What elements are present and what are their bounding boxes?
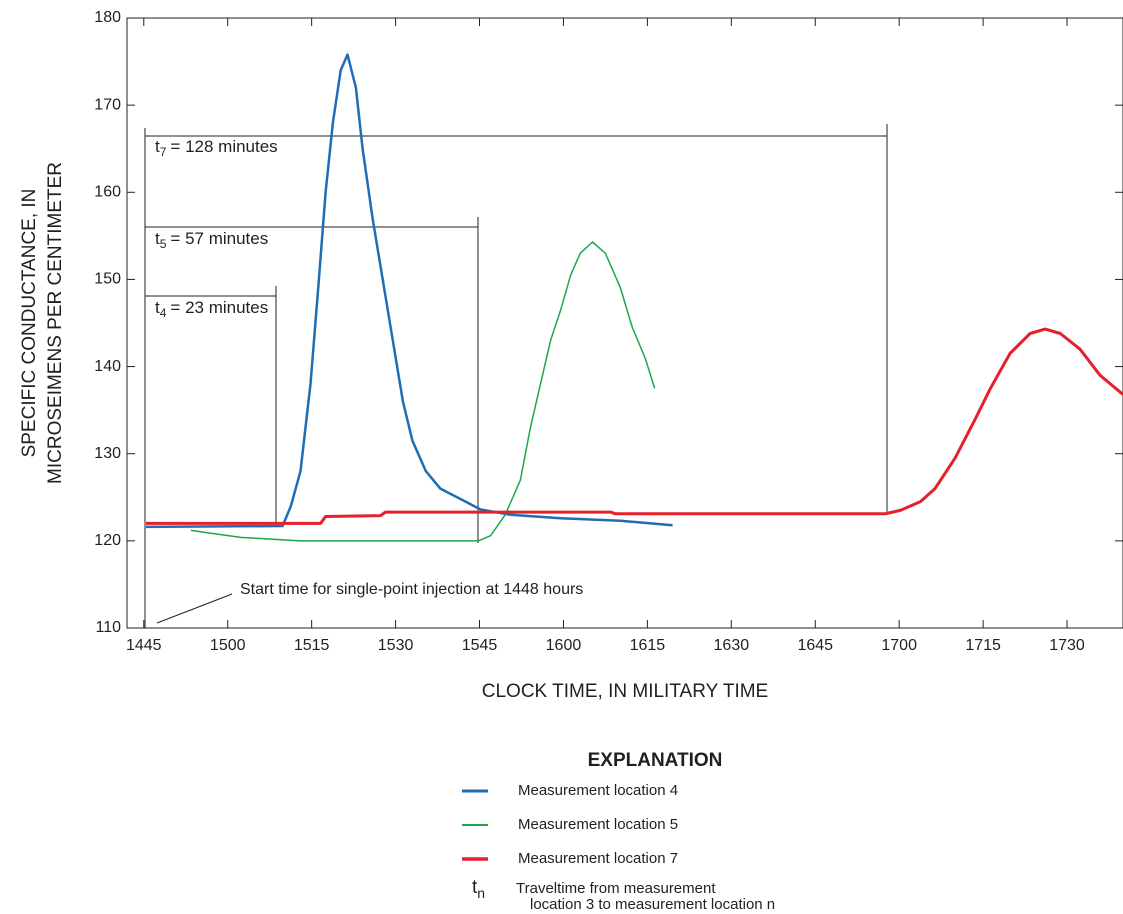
series-line [146,327,1123,525]
annotation-text: = 57 minutes [170,229,268,248]
bracket-t7 [144,124,888,628]
x-tick-label: 1645 [797,637,833,654]
y-tick-label: 150 [94,271,121,288]
y-tick-label: 180 [94,9,121,26]
x-tick-label: 1600 [546,637,582,654]
x-tick-label: 1500 [210,637,246,654]
subscript: 5 [160,237,167,251]
series-line [190,241,656,542]
symbol: t [155,229,160,248]
legend-note: location 3 to measurement location n [530,896,775,913]
x-tick-label: 1545 [462,637,498,654]
y-axis-label: SPECIFIC CONDUCTANCE, IN [19,189,40,458]
x-tick-label: 1615 [630,637,666,654]
x-tick-label: 1445 [126,637,162,654]
y-tick-label: 120 [94,532,121,549]
annotation: t4 = 23 minutes [155,298,268,320]
symbol: t [155,137,160,156]
plot-frame [126,17,1123,629]
annotation: t5 = 57 minutes [155,229,268,251]
x-tick-label: 1515 [294,637,330,654]
start-note: Start time for single-point injection at… [240,581,583,598]
legend-title: EXPLANATION [588,750,723,771]
subscript: n [477,885,485,901]
legend-note: Traveltime from measurement [516,880,716,897]
y-tick-label: 130 [94,445,121,462]
annotation-text: = 23 minutes [170,298,268,317]
bracket-t5 [145,217,479,543]
x-axis-label: CLOCK TIME, IN MILITARY TIME [482,681,768,702]
subscript: 4 [160,306,167,320]
y-tick-label: 110 [95,619,121,636]
x-tick-label: 1700 [881,637,917,654]
x-tick-label: 1630 [714,637,750,654]
symbol: t [472,877,478,898]
x-tick-label: 1715 [965,637,1001,654]
subscript: 7 [160,145,167,159]
legend-label: Measurement location 7 [518,850,678,867]
y-tick-label: 160 [94,184,121,201]
y-tick-label: 170 [94,96,121,113]
y-tick-label: 140 [94,358,121,375]
annotation-text: = 128 minutes [170,137,277,156]
y-axis-label: MICROSEIMENS PER CENTIMETER [45,162,66,484]
symbol: t [155,298,160,317]
x-tick-label: 1530 [378,637,414,654]
annotation: t7 = 128 minutes [155,137,278,159]
legend-symbol: tn [472,877,485,901]
series-line [145,53,673,529]
legend-label: Measurement location 4 [518,782,678,799]
legend-label: Measurement location 5 [518,816,678,833]
bracket-t4 [145,286,277,527]
pointer-line [156,593,233,624]
x-tick-label: 1730 [1049,637,1085,654]
